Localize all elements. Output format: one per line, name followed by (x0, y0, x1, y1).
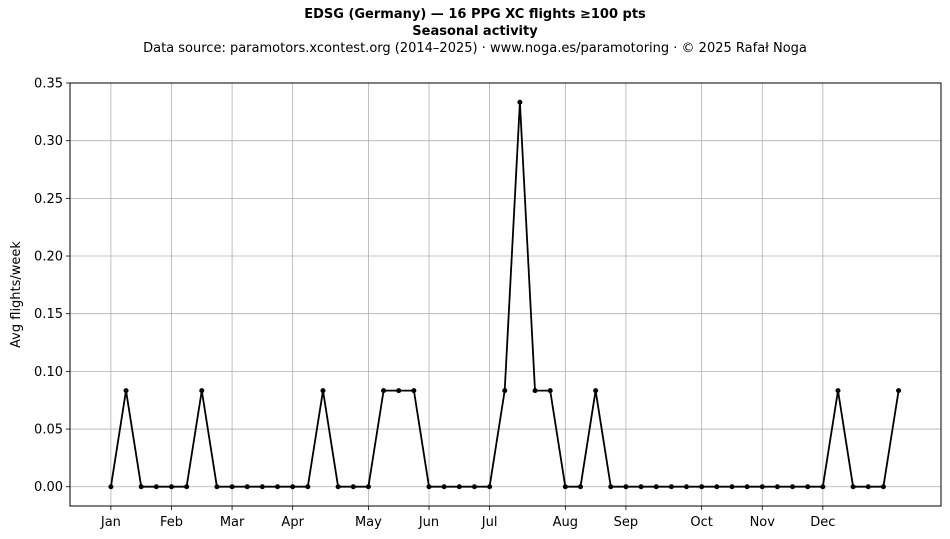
data-point (850, 484, 856, 490)
data-point (381, 388, 387, 394)
data-point (123, 388, 129, 394)
y-tick-label: 0.35 (34, 77, 63, 92)
data-point (865, 484, 871, 490)
data-point (396, 388, 402, 394)
x-tick-label: Jun (418, 515, 439, 530)
data-point (168, 484, 174, 490)
data-point (199, 388, 205, 394)
x-tick-label: Jul (481, 515, 498, 530)
chart-subtitle: Seasonal activity (412, 24, 538, 39)
data-point (108, 484, 114, 490)
data-point (729, 484, 735, 490)
data-point (684, 484, 690, 490)
y-tick-label: 0.00 (34, 480, 63, 495)
data-point (471, 484, 477, 490)
data-point (608, 484, 614, 490)
x-tick-label: Dec (810, 515, 835, 530)
y-axis-ticks: 0.00 0.05 0.10 0.15 0.20 0.25 0.30 0.35 (34, 77, 70, 495)
y-tick-label: 0.30 (34, 134, 63, 149)
data-point (411, 388, 417, 394)
data-point (759, 484, 765, 490)
x-tick-label: Nov (750, 515, 776, 530)
plot-frame (69, 82, 942, 507)
data-point (456, 484, 462, 490)
x-tick-label: Feb (160, 515, 183, 530)
data-point (335, 484, 341, 490)
data-point (653, 484, 659, 490)
data-point (623, 484, 629, 490)
x-tick-label: Oct (690, 515, 712, 530)
data-point (714, 484, 720, 490)
data-point (502, 388, 508, 394)
data-point (290, 484, 296, 490)
data-point (214, 484, 220, 490)
data-point (896, 388, 902, 394)
data-point (229, 484, 235, 490)
data-point (426, 484, 432, 490)
data-point (487, 484, 493, 490)
data-point (835, 388, 841, 394)
x-tick-label: Mar (220, 515, 245, 530)
series-layer (108, 99, 902, 490)
data-point (820, 484, 826, 490)
data-source-note: Data source: paramotors.xcontest.org (20… (143, 41, 807, 56)
y-axis-label: Avg flights/week (9, 241, 24, 348)
grid-lines (70, 82, 941, 506)
data-point (365, 484, 371, 490)
x-tick-label: Jan (100, 515, 121, 530)
data-point (532, 388, 538, 394)
data-point (320, 388, 326, 394)
data-point (259, 484, 265, 490)
data-point (153, 484, 159, 490)
data-point (305, 484, 311, 490)
data-point (562, 484, 568, 490)
data-point (774, 484, 780, 490)
data-point (699, 484, 705, 490)
x-tick-label: Sep (614, 515, 639, 530)
data-point (805, 484, 811, 490)
x-tick-label: Apr (281, 515, 304, 530)
x-tick-label: May (355, 515, 382, 530)
y-tick-label: 0.20 (34, 250, 63, 265)
data-point (547, 388, 553, 394)
data-point (593, 388, 599, 394)
y-tick-label: 0.15 (34, 307, 63, 322)
data-point (517, 99, 523, 105)
title-block: EDSG (Germany) — 16 PPG XC flights ≥100 … (0, 6, 950, 57)
y-tick-label: 0.05 (34, 423, 63, 438)
data-point (668, 484, 674, 490)
data-point (275, 484, 281, 490)
y-tick-label: 0.10 (34, 365, 63, 380)
data-point (744, 484, 750, 490)
data-point (790, 484, 796, 490)
data-point (350, 484, 356, 490)
data-point (441, 484, 447, 490)
data-point (880, 484, 886, 490)
x-axis-ticks: Jan Feb Mar Apr May Jun Jul Aug Sep Oct Nov Dec (100, 506, 835, 530)
x-tick-label: Aug (553, 515, 578, 530)
data-point (244, 484, 250, 490)
data-point (138, 484, 144, 490)
data-point (184, 484, 190, 490)
data-point (638, 484, 644, 490)
chart-title: EDSG (Germany) — 16 PPG XC flights ≥100 … (304, 7, 646, 22)
data-point (577, 484, 583, 490)
y-tick-label: 0.25 (34, 192, 63, 207)
